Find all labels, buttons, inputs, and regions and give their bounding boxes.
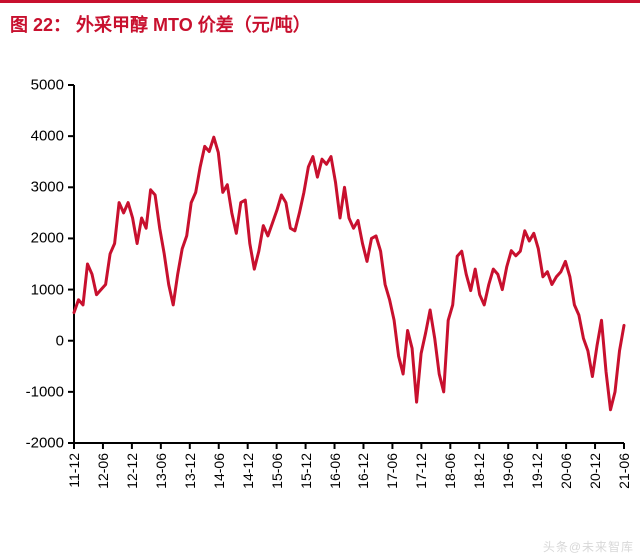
title-bar: 图 22： 外采甲醇 MTO 价差（元/吨） xyxy=(0,0,640,43)
series-line xyxy=(74,137,624,410)
watermark: 头条@未来智库 xyxy=(543,538,634,555)
figure-title: 外采甲醇 MTO 价差（元/吨） xyxy=(76,15,311,35)
figure-container: 图 22： 外采甲醇 MTO 价差（元/吨） -2000-10000100020… xyxy=(0,0,640,557)
chart-area: -2000-100001000200030004000500011-1212-0… xyxy=(0,43,640,557)
chart-svg xyxy=(0,43,640,557)
figure-number: 图 22： xyxy=(10,15,71,35)
